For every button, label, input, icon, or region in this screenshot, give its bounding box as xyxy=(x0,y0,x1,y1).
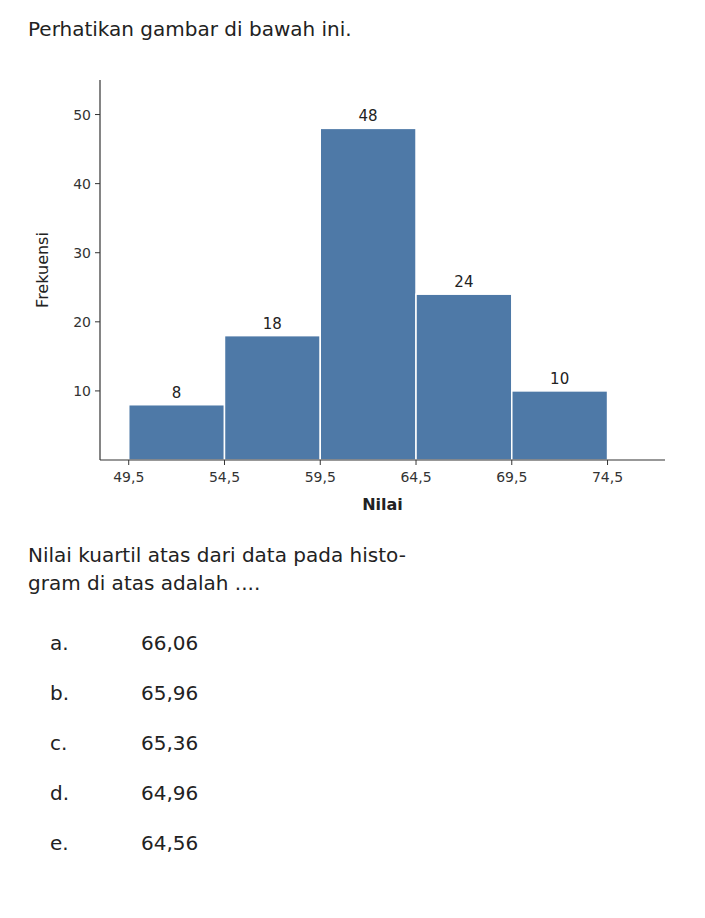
data-label: 8 xyxy=(172,384,182,402)
x-tick xyxy=(128,460,129,465)
choice-label: d. xyxy=(50,781,69,805)
y-tick xyxy=(95,252,100,253)
choice-value: 64,56 xyxy=(141,831,198,855)
data-label: 18 xyxy=(263,315,282,333)
histogram-bar xyxy=(416,294,512,460)
choice-label: e. xyxy=(50,831,69,855)
question-line: Nilai kuartil atas dari data pada histo- xyxy=(28,543,406,567)
chart-svg: Perhatikan gambar di bawah ini. 8 18 48 24 10… xyxy=(0,0,705,918)
x-tick xyxy=(224,460,225,465)
y-tick-label: 30 xyxy=(73,245,91,261)
title: Perhatikan gambar di bawah ini. xyxy=(28,17,352,41)
y-axis-line xyxy=(99,80,100,460)
question-line: gram di atas adalah .... xyxy=(28,571,260,595)
x-tick xyxy=(320,460,321,465)
data-label: 48 xyxy=(359,107,378,125)
y-tick-label: 40 xyxy=(73,176,91,192)
y-tick xyxy=(95,390,100,391)
histogram-bar xyxy=(320,128,416,460)
x-axis-label: Nilai xyxy=(362,495,403,514)
y-tick-label: 10 xyxy=(73,383,91,399)
y-axis-label: Frekuensi xyxy=(33,232,52,308)
question-text: Nilai kuartil atas dari data pada histo-… xyxy=(28,543,406,595)
choice-label: c. xyxy=(50,731,67,755)
x-tick xyxy=(607,460,608,465)
x-tick-label: 49,5 xyxy=(113,469,144,485)
choice-value: 64,96 xyxy=(141,781,198,805)
data-label: 24 xyxy=(454,273,473,291)
y-tick xyxy=(95,321,100,322)
x-tick-label: 59,5 xyxy=(305,469,336,485)
x-tick-label: 69,5 xyxy=(496,469,527,485)
x-tick-label: 54,5 xyxy=(209,469,240,485)
y-tick xyxy=(95,114,100,115)
data-label: 10 xyxy=(550,370,569,388)
choice-label: b. xyxy=(50,681,69,705)
x-tick-label: 74,5 xyxy=(592,469,623,485)
y-tick xyxy=(95,183,100,184)
x-tick-label: 64,5 xyxy=(400,469,431,485)
bars xyxy=(129,128,608,460)
histogram-bar xyxy=(129,405,225,460)
choice-value: 65,36 xyxy=(141,731,198,755)
y-tick-label: 50 xyxy=(73,107,91,123)
x-axis-line xyxy=(100,459,665,460)
choice-value: 66,06 xyxy=(141,631,198,655)
x-tick xyxy=(416,460,417,465)
y-tick-label: 20 xyxy=(73,314,91,330)
histogram-bar xyxy=(512,391,608,460)
x-tick xyxy=(511,460,512,465)
chart-container: Perhatikan gambar di bawah ini. 8 18 48 24 10… xyxy=(0,0,705,918)
histogram-bar xyxy=(224,336,320,460)
choice-label: a. xyxy=(50,631,69,655)
background xyxy=(0,0,705,918)
choice-value: 65,96 xyxy=(141,681,198,705)
